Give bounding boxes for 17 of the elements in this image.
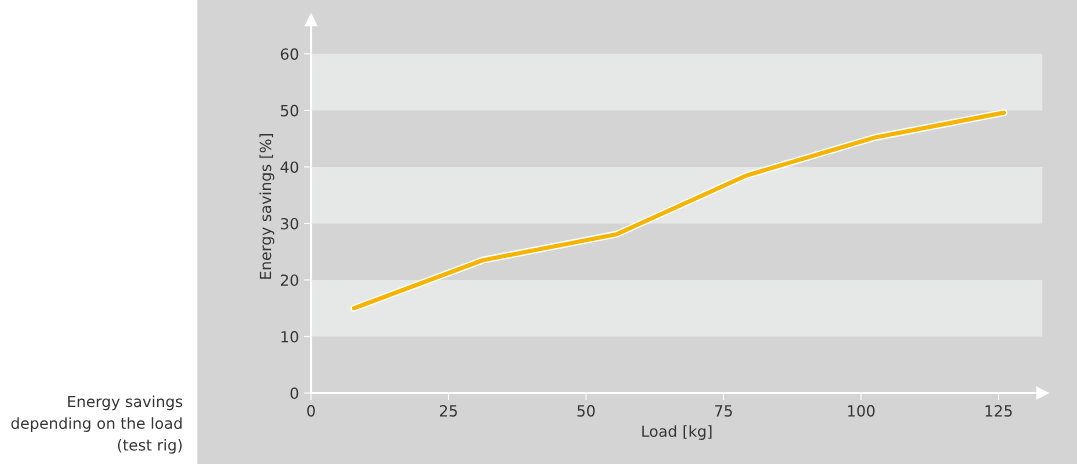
x-tick-label: 0 <box>307 405 315 417</box>
text: Energy savings depending on the load (test rig) <box>11 395 183 454</box>
x-tick-label: 25 <box>439 405 457 417</box>
y-tick-label: 30 <box>280 217 299 230</box>
y-tick-label: 10 <box>281 330 299 343</box>
y-tick-label: 40 <box>280 161 299 173</box>
line-series <box>350 109 1008 312</box>
y-tick-label: 0 <box>290 387 299 400</box>
y-tick-label: 50 <box>280 104 299 117</box>
x-tick-label: 125 <box>985 405 1012 417</box>
x-tick-label: 100 <box>848 405 875 417</box>
x-tick-label: 50 <box>577 405 595 417</box>
y-tick-label: 60 <box>280 48 299 60</box>
y-axis-title: Energy savings [%] <box>259 134 275 279</box>
x-tick-label: 75 <box>715 405 732 417</box>
y-tick-label: 20 <box>280 274 299 286</box>
x-axis-title: Load [kg] <box>642 425 712 440</box>
